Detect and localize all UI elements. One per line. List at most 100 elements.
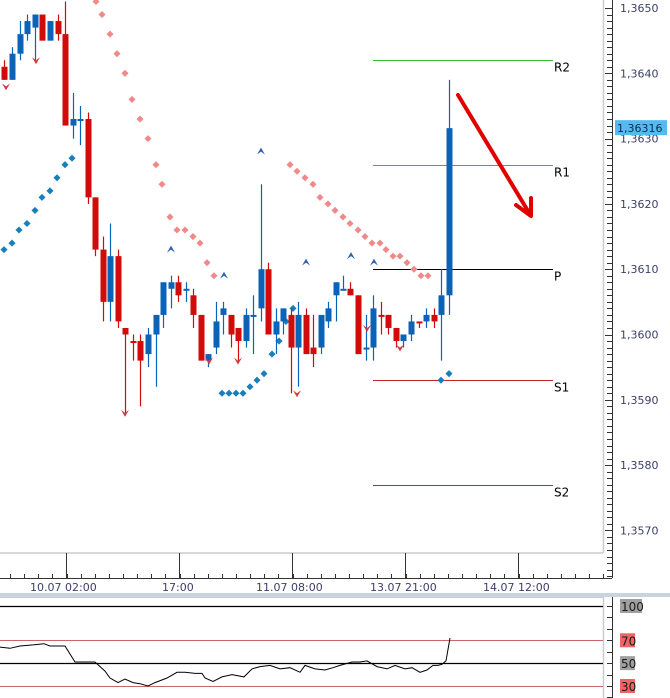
candle [228, 314, 235, 348]
pivot-label-s1: S1 [554, 381, 569, 395]
sar-dot-above [403, 259, 411, 267]
sar-dot-above [316, 193, 324, 201]
candle [153, 314, 160, 387]
fractal-up-icon [302, 258, 310, 266]
candle [325, 301, 332, 328]
candle [370, 295, 377, 361]
sar-dot-above [173, 226, 181, 234]
candle [160, 282, 167, 328]
sar-dot-above [339, 213, 347, 221]
pivot-label-r1: R1 [554, 166, 570, 180]
sar-dot-below [275, 337, 283, 345]
candle [280, 308, 287, 335]
rsi-tick-label: 30 [621, 680, 636, 694]
fractal-down-icon [2, 83, 10, 91]
sar-dot-below [445, 370, 453, 378]
time-axis[interactable]: 10.07 02:00 17:00 11.07 08:00 13.07 21:00 14… [0, 553, 612, 594]
candle [9, 47, 16, 80]
sar-dot-below [218, 389, 226, 397]
candle [235, 327, 242, 361]
sar-dot-below [239, 389, 247, 397]
candle [55, 14, 62, 41]
sar-dot-above [189, 233, 197, 241]
sar-dot-below [253, 376, 261, 384]
candle [32, 14, 39, 61]
panel-separator[interactable] [0, 593, 670, 597]
fractal-up-icon [220, 271, 228, 279]
price-tick-label: 1,3630 [620, 133, 659, 146]
rsi-line [0, 637, 451, 687]
candle [198, 314, 205, 361]
candle [145, 327, 152, 368]
candle [408, 314, 415, 342]
sar-dot-above [376, 239, 384, 247]
candle [288, 308, 295, 394]
fractal-up-icon [347, 252, 355, 260]
price-tick-label: 1,3650 [620, 2, 659, 15]
candle [423, 308, 430, 328]
candle [24, 14, 31, 41]
rsi-axis[interactable]: 100 70 50 30 [607, 597, 644, 698]
candle [168, 275, 175, 309]
sar-dot-above [424, 272, 432, 280]
sar-dot-below [225, 389, 233, 397]
fractal-down-icon [205, 357, 213, 365]
sar-dot-below [8, 239, 16, 247]
fractal-up-icon [370, 258, 378, 266]
candle [17, 21, 24, 61]
candle [115, 249, 122, 328]
price-tick-label: 1,3610 [620, 263, 659, 276]
rsi-tick-label: 70 [621, 634, 636, 648]
candle [137, 334, 144, 407]
sar-dot-below [53, 174, 61, 182]
sar-dot-above [128, 95, 136, 103]
sar-dot-below [38, 193, 46, 201]
time-tick-label: 17:00 [162, 581, 194, 594]
sar-dot-above [410, 265, 418, 273]
candle [273, 308, 280, 355]
sar-dot-above [309, 180, 317, 188]
parabolic-sar [0, 0, 453, 397]
fractal-up-icon [167, 245, 175, 253]
pivot-levels: R2 R1 P S1 S2 [373, 60, 570, 500]
candle [62, 1, 69, 126]
candle [318, 314, 325, 355]
price-chart-panel[interactable]: R2 R1 P S1 S2 1,3650 1,3640 1,3630 1,3620 1,3610… [0, 0, 670, 596]
sar-dot-above [368, 239, 376, 247]
sar-dot-below [31, 206, 39, 214]
price-axis[interactable]: 1,3650 1,3640 1,3630 1,3620 1,3610 1,3600 1,35… [605, 0, 667, 578]
candle [213, 301, 220, 355]
candle [363, 314, 370, 361]
rsi-levels [0, 605, 603, 687]
price-tick-label: 1,3600 [620, 329, 659, 342]
candle [243, 308, 250, 348]
candle [295, 301, 302, 387]
sar-dot-above [210, 272, 218, 280]
rsi-panel[interactable]: 100 70 50 30 [0, 597, 670, 698]
sar-dot-above [417, 272, 425, 280]
candle [107, 223, 114, 322]
fractals [2, 57, 404, 417]
sar-dot-below [46, 187, 54, 195]
candle [122, 327, 129, 413]
current-price-label: 1,36316 [617, 122, 663, 135]
candle [130, 334, 137, 361]
sar-dot-above [152, 161, 160, 169]
candle [39, 14, 46, 41]
sar-dot-below [61, 161, 69, 169]
candle [265, 262, 272, 335]
plot-area [0, 0, 603, 553]
fractal-down-icon [396, 344, 404, 352]
candle [438, 269, 445, 361]
candle [1, 60, 8, 80]
price-tick-label: 1,3580 [620, 459, 659, 472]
sar-dot-above [203, 259, 211, 267]
candle [416, 321, 423, 328]
sar-dot-below [246, 383, 254, 391]
price-tick-label: 1,3640 [620, 67, 659, 80]
rsi-tag-30 [620, 679, 635, 693]
candle [190, 288, 197, 328]
candle [303, 308, 310, 355]
time-tick-label: 11.07 08:00 [256, 581, 323, 594]
candle [47, 21, 54, 41]
